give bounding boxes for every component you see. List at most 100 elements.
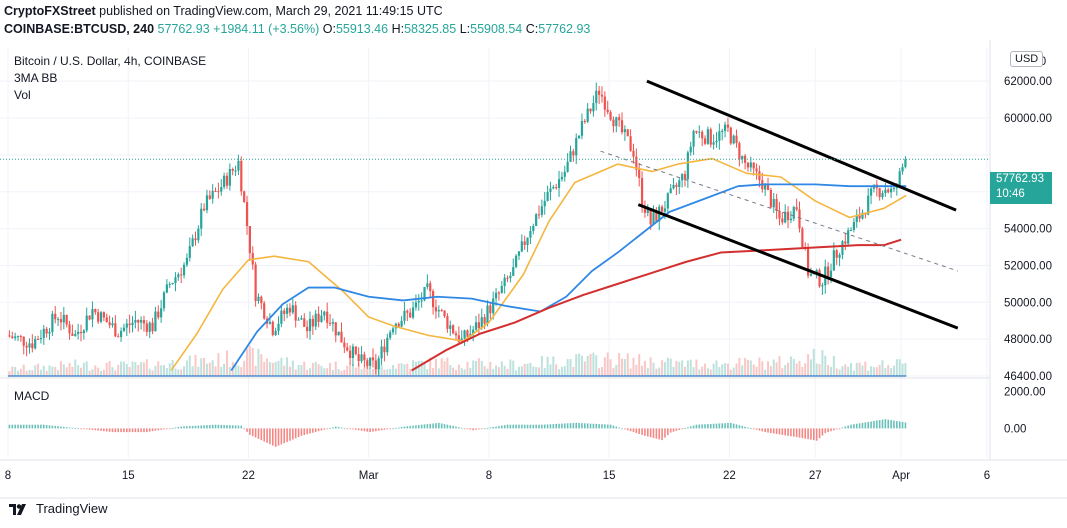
candle-body (672, 184, 675, 189)
macd-hist-bar (274, 428, 277, 447)
volume-bar (764, 369, 767, 376)
volume-bar (354, 367, 357, 376)
macd-hist-bar (123, 428, 125, 433)
candle-body (563, 171, 566, 177)
volume-bar (672, 366, 675, 376)
volume-bar (809, 359, 812, 376)
volume-bar (311, 362, 314, 376)
chart-area[interactable]: 62000.0060000.0056000.0054000.0052000.00… (0, 40, 1067, 500)
candle-body (271, 321, 274, 336)
candle-body (245, 202, 249, 227)
currency-button[interactable]: USD (1010, 51, 1044, 67)
candle-body (529, 231, 532, 238)
volume-bar (205, 363, 208, 376)
macd-hist-bar (226, 425, 228, 429)
candle-body (231, 169, 234, 171)
macd-hist-bar (575, 422, 578, 429)
candle-body (592, 103, 595, 112)
macd-hist-bar (74, 428, 77, 429)
open-label: O: (322, 22, 336, 36)
candle-body (283, 310, 286, 314)
volume-bar (495, 365, 498, 376)
macd-hist-bar (787, 428, 789, 436)
volume-bar (454, 369, 457, 376)
publisher-name[interactable]: CryptoFXStreet (4, 4, 96, 18)
volume-bar (320, 365, 323, 376)
volume-bar (271, 362, 274, 376)
macd-hist-bar (269, 428, 271, 445)
candle-body (695, 130, 698, 133)
candle-body (744, 155, 747, 163)
macd-hist-bar (438, 422, 440, 429)
volume-bar (709, 369, 712, 376)
volume-bar (724, 363, 727, 376)
macd-hist-bar (426, 424, 429, 429)
candle-body (718, 131, 721, 141)
macd-hist-bar (283, 428, 286, 444)
volume-bar (580, 355, 583, 376)
volume-bar (185, 360, 188, 376)
volume-bar (65, 367, 68, 376)
macd-hist-bar (661, 428, 663, 441)
macd-hist-bar (727, 423, 729, 429)
legend-vol[interactable]: Vol (14, 88, 31, 102)
volume-bar (386, 369, 389, 376)
volume-bar (183, 366, 186, 376)
macd-hist-bar (815, 428, 818, 441)
volume-bar (767, 361, 770, 376)
macd-label[interactable]: MACD (14, 389, 50, 403)
volume-bar (225, 350, 228, 376)
volume-bar (426, 369, 429, 376)
candle-body (82, 330, 85, 334)
candle-body (844, 241, 847, 244)
ma-yellow-line (170, 157, 907, 371)
volume-bar (867, 370, 870, 376)
candle-body (217, 191, 220, 193)
candle-body (887, 189, 890, 193)
volume-bar (437, 368, 440, 376)
macd-hist-bar (804, 428, 807, 439)
macd-hist-bar (638, 428, 640, 434)
candle-body (663, 208, 667, 212)
volume-bar (412, 360, 415, 376)
macd-hist-bar (377, 428, 380, 431)
macd-hist-bar (380, 428, 383, 431)
macd-hist-bar (858, 423, 861, 429)
candle-body (449, 325, 452, 329)
candle-body (738, 143, 741, 160)
macd-hist-bar (752, 428, 755, 430)
candle-body (188, 246, 191, 258)
volume-bar (360, 369, 363, 376)
candle-body (71, 333, 74, 336)
legend-bb[interactable]: 3MA BB (14, 71, 58, 85)
price-tick-label: 50000.00 (1004, 297, 1052, 309)
candle-body (878, 188, 881, 198)
candle-body (580, 121, 584, 136)
volume-bar (838, 369, 841, 376)
volume-bar (852, 370, 855, 376)
price-change: +1984.11 (+3.56%) (213, 22, 320, 36)
macd-hist-bar (131, 428, 134, 433)
volume-bar (51, 366, 54, 376)
macd-hist-bar (609, 424, 612, 429)
volume-bar (326, 368, 329, 376)
tradingview-logo[interactable]: TradingView (8, 501, 108, 516)
macd-hist-bar (334, 426, 337, 429)
candle-body (137, 319, 140, 323)
volume-bar (681, 360, 684, 376)
candle-body (400, 320, 403, 327)
volume-bar (841, 366, 844, 376)
volume-bar (821, 350, 824, 376)
volume-bar (744, 357, 747, 376)
candle-body (781, 218, 784, 223)
volume-bar (432, 368, 435, 376)
volume-bar (586, 355, 589, 376)
macd-hist-bar (237, 425, 240, 429)
volume-bar (721, 364, 724, 376)
candle-body (45, 328, 48, 334)
candle-body (701, 131, 704, 139)
macd-hist-bar (206, 425, 208, 429)
macd-hist-bar (566, 423, 569, 429)
volume-bar (429, 357, 432, 376)
time-tick-label: 6 (984, 470, 990, 482)
